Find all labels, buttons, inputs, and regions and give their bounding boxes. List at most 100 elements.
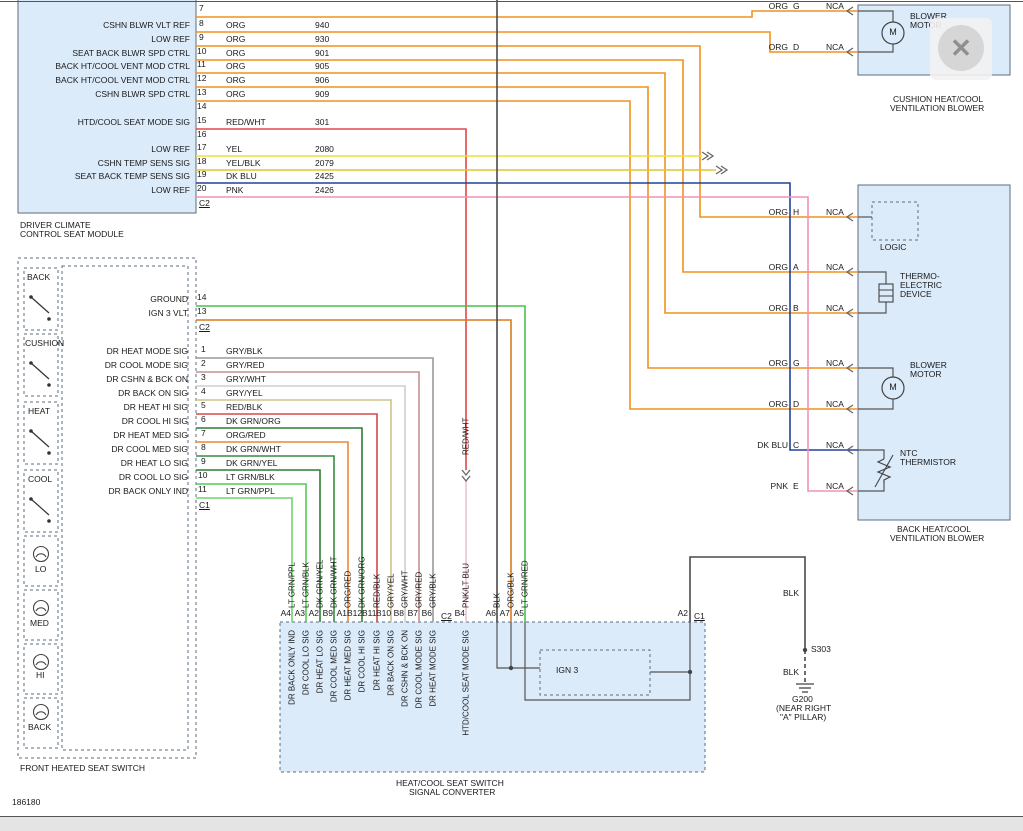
- switch-contact-symbol: [47, 383, 51, 387]
- ntc-thermistor-symbol: [876, 458, 892, 483]
- wire-dk_grn_yel: [196, 469, 321, 622]
- wire-gry_blk: [196, 357, 434, 622]
- wire-org: [196, 10, 858, 18]
- switch-heat-box: [23, 401, 59, 465]
- wire-color-vertical-label: LT GRN/RED: [521, 560, 530, 608]
- connector-chevron: [845, 363, 854, 373]
- connector-chevron: [845, 486, 854, 496]
- wire-red_blk: [196, 413, 378, 622]
- wire-color-vertical-label: RED/BLK: [373, 573, 382, 608]
- driver-climate-module-box: [17, 0, 197, 214]
- wire-dk_blu: [196, 182, 858, 451]
- signal-vertical-label: DR HEAT HI SIG: [373, 630, 382, 691]
- connector-chevron: [461, 475, 471, 483]
- wire-int: [858, 10, 894, 22]
- wire-org_blk: [196, 319, 512, 622]
- back-blower-box: [857, 184, 1011, 521]
- lamp-symbol: [32, 545, 50, 563]
- signal-vertical-label: DR HEAT LO SIG: [316, 630, 325, 693]
- connector-chevron: [845, 267, 854, 277]
- motor-symbol: [881, 376, 905, 400]
- wire-lt_grn_blk: [196, 483, 307, 622]
- wire-color-vertical-label: BLK: [493, 592, 502, 608]
- switch-contact-symbol: [47, 519, 51, 523]
- wire-blk: [689, 556, 806, 650]
- motor-symbol: [881, 21, 905, 45]
- front-seat-switch-inner-box: [61, 265, 189, 751]
- connector-chevron: [845, 6, 854, 16]
- wire-dk_grn_org: [196, 427, 363, 622]
- signal-vertical-label: DR COOL MED SIG: [330, 630, 339, 702]
- wire-color-vertical-label: LT GRN/BLK: [302, 561, 311, 608]
- close-button[interactable]: ✕: [938, 25, 984, 71]
- wire-int: [858, 367, 894, 377]
- wire-pnk: [196, 196, 858, 492]
- close-icon: ✕: [950, 32, 972, 63]
- switch-cool-box: [23, 469, 59, 533]
- wire-gry_red: [196, 371, 420, 622]
- lamp-symbol: [35, 553, 47, 558]
- wire-org: [196, 100, 858, 410]
- wire-int: [496, 622, 540, 669]
- wire-int: [858, 271, 887, 284]
- signal-vertical-label: DR COOL MODE SIG: [415, 630, 424, 708]
- wire-color-vertical-label: GRY/BLK: [429, 573, 438, 608]
- wire-int: [858, 44, 894, 53]
- wire-org: [196, 86, 858, 369]
- front-seat-switch-outer-box: [17, 257, 197, 759]
- signal-vertical-label: HTD/COOL SEAT MODE SIG: [462, 630, 471, 736]
- signal-vertical-label: DR CSHN & BCK ON: [401, 630, 410, 707]
- switch-contact-symbol: [30, 362, 50, 380]
- wire-int: [858, 449, 885, 459]
- connector-chevron: [461, 469, 471, 477]
- connector-chevron: [845, 404, 854, 414]
- wire-color-vertical-label: GRY/WHT: [401, 570, 410, 608]
- wire-org: [196, 31, 858, 53]
- connector-chevron: [706, 151, 715, 161]
- wire-color-vertical-label: ORG/BLK: [507, 572, 516, 608]
- switch-contact-symbol: [47, 451, 51, 455]
- connector-chevron: [715, 165, 724, 175]
- lamp-symbol: [32, 599, 50, 617]
- switch-contact-symbol: [30, 296, 50, 314]
- switch-contact-symbol: [30, 498, 50, 516]
- wire-gry_wht: [196, 385, 406, 622]
- wire-color-vertical-label: DK GRN/ORG: [358, 556, 367, 608]
- splice-dot: [802, 647, 808, 653]
- connector-chevron: [845, 308, 854, 318]
- wire-org_red: [196, 441, 349, 622]
- wire-gry_yel: [196, 399, 392, 622]
- connector-chevron: [845, 47, 854, 57]
- switch-back-box: [23, 267, 59, 331]
- wire-int: [858, 302, 887, 314]
- wire-int: [858, 399, 894, 410]
- thermo-electric-symbol: [878, 283, 894, 303]
- wire-red_wht: [196, 128, 467, 470]
- wire-int: [524, 622, 691, 701]
- wire-org: [196, 59, 858, 273]
- signal-vertical-label: DR COOL HI SIG: [358, 630, 367, 692]
- lamp-symbol: [32, 653, 50, 671]
- wire-color-vertical-label: GRY/YEL: [387, 573, 396, 608]
- signal-vertical-label: DR COOL LO SIG: [302, 630, 311, 695]
- signal-vertical-label: DR BACK ONLY IND: [288, 630, 297, 705]
- splice-dot: [508, 665, 514, 671]
- wire-int: [858, 483, 885, 492]
- splice-dot: [687, 669, 693, 675]
- lamp-back-box: [23, 697, 59, 749]
- ntc-thermistor-symbol: [874, 454, 894, 488]
- wire-color-vertical-label: DK GRN/YEL: [316, 559, 325, 608]
- signal-vertical-label: DR BACK ON SIG: [387, 630, 396, 696]
- lamp-symbol: [35, 607, 47, 612]
- wire-color-vertical-label: RED/WHT: [462, 418, 471, 455]
- connector-chevron: [701, 151, 710, 161]
- signal-vertical-label: DR HEAT MED SIG: [344, 630, 353, 700]
- connector-chevron: [720, 165, 729, 175]
- wire-color-vertical-label: PNK/LT BLU: [462, 563, 471, 608]
- wire-dk_grn_wht: [196, 455, 335, 622]
- wire-color-vertical-label: DK GRN/WHT: [330, 556, 339, 608]
- wire-color-vertical-label: GRY/RED: [415, 571, 424, 608]
- lamp-symbol: [35, 711, 47, 716]
